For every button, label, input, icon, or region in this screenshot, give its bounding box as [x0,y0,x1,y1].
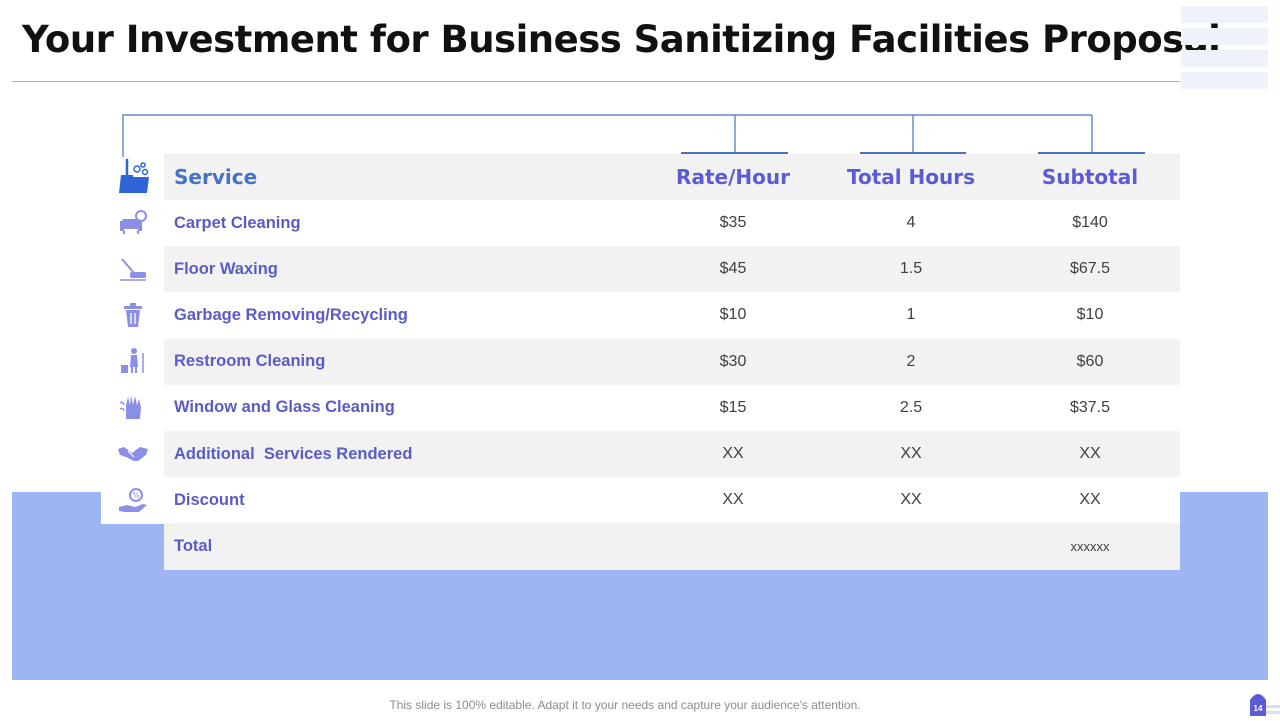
handshake-icon [101,430,164,476]
table-row: Window and Glass Cleaning $15 2.5 $37.5 [164,384,1180,431]
rate-value: XX [722,491,744,509]
service-name: Carpet Cleaning [174,213,301,232]
table-row: Discount XX XX XX [164,477,1180,524]
restroom-cleaner-icon [101,338,164,384]
total-value: xxxxxx [1070,538,1110,554]
subtotal-value: $140 [1072,214,1108,232]
service-name: Garbage Removing/Recycling [174,305,408,324]
cleaning-bucket-icon [101,154,164,200]
page-badge-stripes [1266,705,1280,714]
icon-column-background [101,154,164,524]
hours-value: 4 [906,214,916,232]
table-row: Garbage Removing/Recycling $10 1 $10 [164,292,1180,339]
subtotal-value: XX [1079,445,1101,463]
footer-note: This slide is 100% editable. Adapt it to… [389,698,861,712]
header-service: Service [174,165,258,189]
decorative-stripes [1181,6,1268,94]
subtotal-value: $10 [1076,306,1104,324]
service-name: Discount [174,490,245,509]
table-row: Carpet Cleaning $35 4 $140 [164,200,1180,247]
table-row: Floor Waxing $45 1.5 $67.5 [164,246,1180,293]
header-connector-lines [122,114,1145,157]
rate-value: $45 [719,260,747,278]
sofa-cleaning-icon [101,200,164,246]
hours-value: 2.5 [899,398,923,416]
title-divider [12,81,1180,82]
rate-value: $10 [719,306,747,324]
subtotal-value: $60 [1076,352,1104,370]
hours-value: XX [900,491,922,509]
service-name: Floor Waxing [174,259,278,278]
subtotal-value: $37.5 [1069,398,1111,416]
page-number-badge: 14 [1248,690,1268,723]
table-row: Additional Services Rendered XX XX XX [164,430,1180,478]
table-row: Restroom Cleaning $30 2 $60 [164,338,1180,385]
trash-bin-icon [101,292,164,338]
rate-value: $35 [719,214,747,232]
service-name: Window and Glass Cleaning [174,398,395,417]
rate-value: XX [722,445,744,463]
rate-value: $15 [719,398,747,416]
page-badge-icon [1250,694,1266,716]
hours-value: 2 [906,352,916,370]
header-subtotal: Subtotal [1041,165,1139,189]
rate-value: $30 [719,352,747,370]
page-title: Your Investment for Business Sanitizing … [22,18,1221,61]
investment-table: Service Rate/Hour Total Hours Subtotal C… [164,154,1180,570]
header-rate-hour: Rate/Hour [676,165,790,189]
svg-text:%: % [132,491,140,500]
glove-wipe-icon [101,384,164,430]
floor-polisher-icon [101,246,164,292]
page-number: 14 [1253,704,1263,713]
table-total-row: Total xxxxxx [164,523,1180,570]
hours-value: XX [900,445,922,463]
subtotal-value: XX [1079,491,1101,509]
discount-hand-icon: % [101,478,164,524]
hours-value: 1.5 [899,260,923,278]
total-label: Total [174,536,213,555]
header-total-hours: Total Hours [846,165,976,189]
service-name: Additional Services Rendered [174,444,413,463]
service-name: Restroom Cleaning [174,352,326,371]
subtotal-value: $67.5 [1069,260,1111,278]
table-header-row: Service Rate/Hour Total Hours Subtotal [164,154,1180,200]
hours-value: 1 [906,306,916,324]
